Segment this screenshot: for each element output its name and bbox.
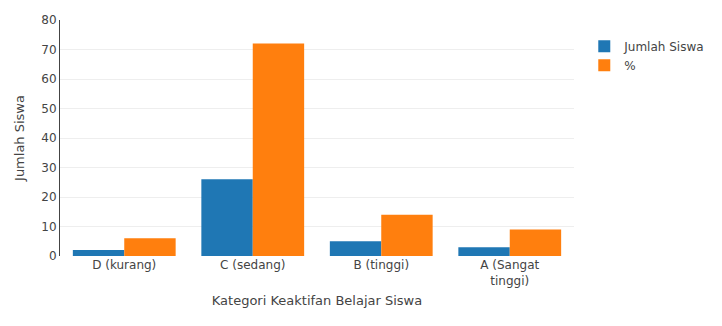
svg-text:Jumlah Siswa: Jumlah Siswa xyxy=(12,95,27,182)
svg-text:0: 0 xyxy=(49,249,57,263)
svg-text:70: 70 xyxy=(41,43,56,57)
svg-text:40: 40 xyxy=(41,131,56,145)
svg-text:10: 10 xyxy=(41,220,56,234)
svg-text:%: % xyxy=(624,59,635,73)
svg-text:Kategori Keaktifan Belajar Sis: Kategori Keaktifan Belajar Siswa xyxy=(212,293,422,308)
svg-text:B (tinggi): B (tinggi) xyxy=(353,258,409,272)
svg-text:20: 20 xyxy=(41,190,56,204)
svg-text:50: 50 xyxy=(41,102,56,116)
svg-text:60: 60 xyxy=(41,72,56,86)
svg-text:Jumlah Siswa: Jumlah Siswa xyxy=(623,40,703,54)
svg-text:C (sedang): C (sedang) xyxy=(220,258,285,272)
svg-text:A (Sangattinggi): A (Sangattinggi) xyxy=(480,258,539,288)
svg-text:D (kurang): D (kurang) xyxy=(92,258,156,272)
svg-text:30: 30 xyxy=(41,161,56,175)
svg-text:80: 80 xyxy=(41,13,56,27)
